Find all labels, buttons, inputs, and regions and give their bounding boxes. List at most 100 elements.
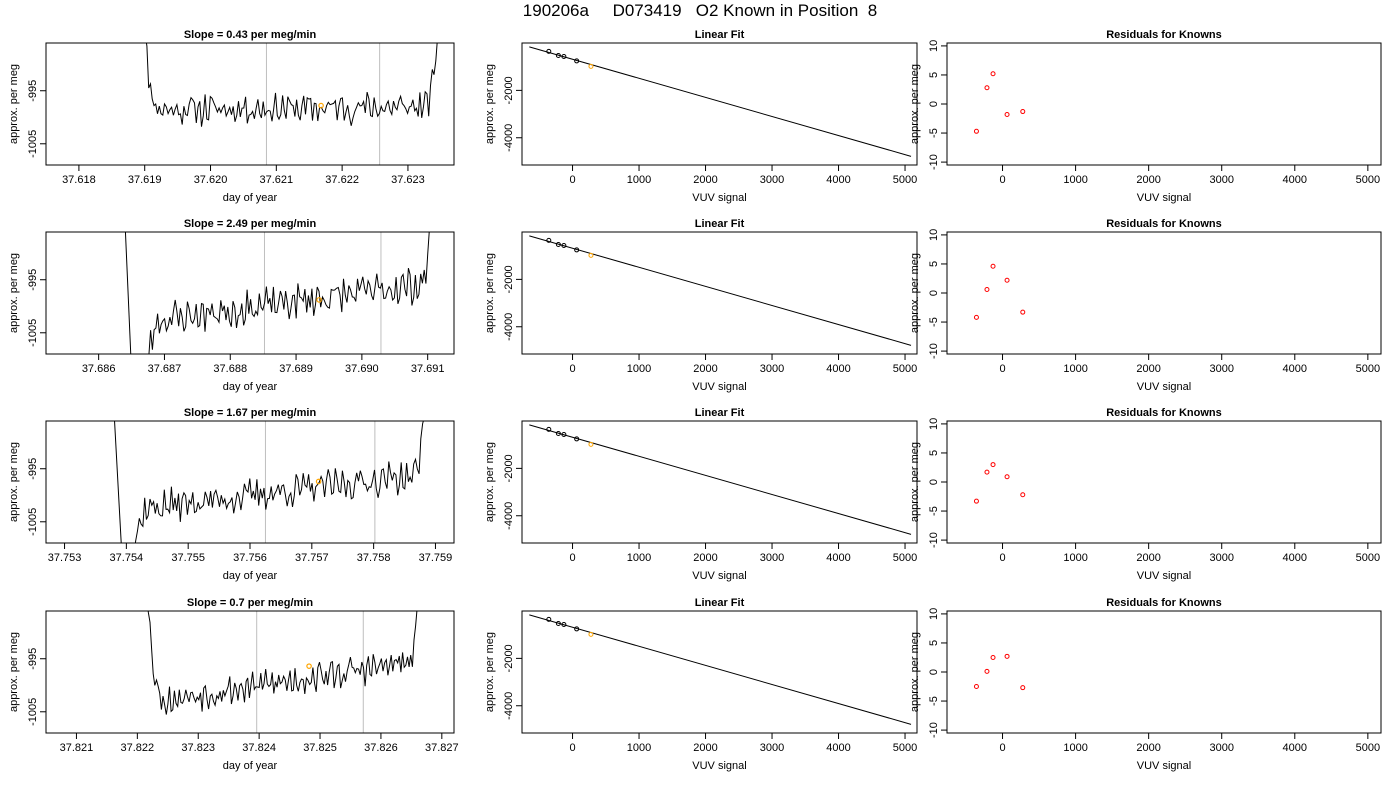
trace-r4-y-axis-label: approx. per meg [8,632,20,712]
resid-r3-panel: Residuals for Knowns 0 1000 2000 3000 4000 500… [909,407,1382,582]
resid-r3-residual-point [984,469,990,475]
fit-r4-data-point [561,622,567,628]
resid-r3-y-tick-label: 0 [928,479,940,485]
resid-r3-title: Residuals for Knowns [1106,407,1222,419]
trace-r2-x-axis-label: day of year [223,381,278,393]
trace-r4-y-tick-label: -995 [27,648,39,670]
trace-r2-x-tick-label: 37.689 [279,363,313,375]
fit-r2-current-point [588,252,594,258]
trace-r3-title: Slope = 1.67 per meg/min [184,407,317,419]
trace-r3-x-axis-label: day of year [223,570,278,582]
fit-r2-data-point [574,247,580,253]
chart-row-1: Slope = 0.43 per meg/min 37.618 37.619 37.6… [8,29,1382,204]
fit-r1-data-point [574,58,580,64]
resid-r3-x-tick-label: 5000 [1356,552,1380,564]
trace-r4-x-tick-label: 37.827 [425,742,459,754]
resid-r4-x-tick-label: 0 [999,742,1005,754]
resid-r1-plot-frame [946,42,1382,166]
trace-r3-x-tick-label: 37.759 [419,552,453,564]
resid-r2-x-tick-label: 3000 [1209,363,1233,375]
trace-r4-x-tick-label: 37.826 [364,742,398,754]
resid-r2-y-tick-label: 10 [928,229,940,241]
resid-r2-x-tick-label: 4000 [1283,363,1307,375]
fit-r3-y-axis-label: approx. per meg [484,442,496,522]
trace-r2-panel: Slope = 2.49 per meg/min 37.686 37.687 37.6… [8,218,455,393]
fit-r1-y-axis-label: approx. per meg [484,64,496,144]
trace-r2-signal-line [124,232,430,354]
resid-r3-y-tick-label: -5 [928,506,940,516]
trace-r3-y-tick-label: -1005 [27,508,39,536]
resid-r4-plot-frame [946,610,1382,734]
resid-r1-residual-point [1020,109,1026,115]
resid-r1-y-tick-label: 10 [928,40,940,52]
trace-r3-x-tick-label: 37.757 [295,552,329,564]
fit-r3-x-tick-label: 3000 [760,552,784,564]
resid-r4-residual-point [1004,653,1010,659]
fit-r1-fit-line [529,46,912,157]
fit-r3-data-point [574,436,580,442]
trace-r1-y-axis-label: approx. per meg [8,64,20,144]
trace-r4-y-tick-label: -1005 [27,698,39,726]
fit-r4-plot-frame [521,610,918,734]
trace-r4-x-axis-label: day of year [223,760,278,772]
fit-r4-x-tick-label: 0 [569,742,575,754]
fit-r3-x-axis-label: VUV signal [692,570,746,582]
trace-r3-signal-line [114,421,424,543]
resid-r4-y-tick-label: 0 [928,669,940,675]
trace-r1-panel: Slope = 0.43 per meg/min 37.618 37.619 37.6… [8,29,455,204]
fit-r3-plot-frame [521,420,918,544]
trace-r4-x-tick-label: 37.824 [242,742,276,754]
fit-r4-data-point [555,620,561,626]
fit-r1-x-tick-label: 0 [569,174,575,186]
fit-r2-y-tick-label: -2000 [503,265,515,293]
fit-r1-x-tick-label: 4000 [826,174,850,186]
resid-r3-x-tick-label: 2000 [1136,552,1160,564]
fit-r3-data-point [546,426,552,432]
resid-r3-y-tick-label: -10 [928,532,940,548]
resid-r3-residual-point [990,462,996,468]
fit-r3-data-point [555,430,561,436]
fit-r2-y-tick-label: -4000 [503,313,515,341]
fit-r1-data-point [555,52,561,58]
trace-r2-x-tick-label: 37.691 [411,363,445,375]
fit-r2-x-axis-label: VUV signal [692,381,746,393]
resid-r1-x-tick-label: 5000 [1356,174,1380,186]
trace-r1-plot-area [145,43,438,165]
resid-r1-residual-point [973,128,979,134]
fit-r1-panel: Linear Fit 0 1000 2000 3000 4000 5000 VUV signa… [484,29,918,204]
fit-r3-x-tick-label: 1000 [627,552,651,564]
trace-r2-title: Slope = 2.49 per meg/min [184,218,317,230]
trace-r3-x-tick-label: 37.755 [171,552,205,564]
chart-row-4: Slope = 0.7 per meg/min 37.821 37.822 37.82… [8,597,1382,772]
resid-r2-residual-point [1020,309,1026,315]
resid-r4-y-tick-label: -5 [928,696,940,706]
resid-r1-x-tick-label: 3000 [1209,174,1233,186]
fit-r2-y-axis-label: approx. per meg [484,253,496,333]
fit-r2-data-point [561,243,567,249]
resid-r2-residual-point [990,263,996,269]
trace-r1-x-tick-label: 37.622 [325,174,359,186]
trace-r3-known-marker [315,478,322,485]
resid-r4-x-tick-label: 5000 [1356,742,1380,754]
fit-r1-title: Linear Fit [695,29,745,41]
resid-r1-x-tick-label: 2000 [1136,174,1160,186]
resid-r2-x-tick-label: 5000 [1356,363,1380,375]
fit-r1-data-point [561,54,567,60]
fit-r3-data-point [561,432,567,438]
trace-r1-x-tick-label: 37.621 [259,174,293,186]
fit-r2-x-tick-label: 5000 [893,363,917,375]
trace-r2-y-tick-label: -1005 [27,319,39,347]
fit-r4-panel: Linear Fit 0 1000 2000 3000 4000 5000 VUV signa… [484,597,918,772]
trace-r3-x-tick-label: 37.754 [110,552,144,564]
fit-r3-y-tick-label: -2000 [503,454,515,482]
trace-r2-plot-area [124,232,430,354]
resid-r2-panel: Residuals for Knowns 0 1000 2000 3000 4000 500… [909,218,1382,393]
resid-r1-y-tick-label: -10 [928,154,940,170]
fit-r2-data-point [555,241,561,247]
resid-r2-y-tick-label: -10 [928,343,940,359]
resid-r3-x-tick-label: 1000 [1063,552,1087,564]
trace-r4-plot-frame [45,610,455,734]
resid-r2-x-tick-label: 0 [999,363,1005,375]
fit-r4-x-tick-label: 3000 [760,742,784,754]
trace-r3-panel: Slope = 1.67 per meg/min 37.753 37.754 37.7… [8,407,455,582]
